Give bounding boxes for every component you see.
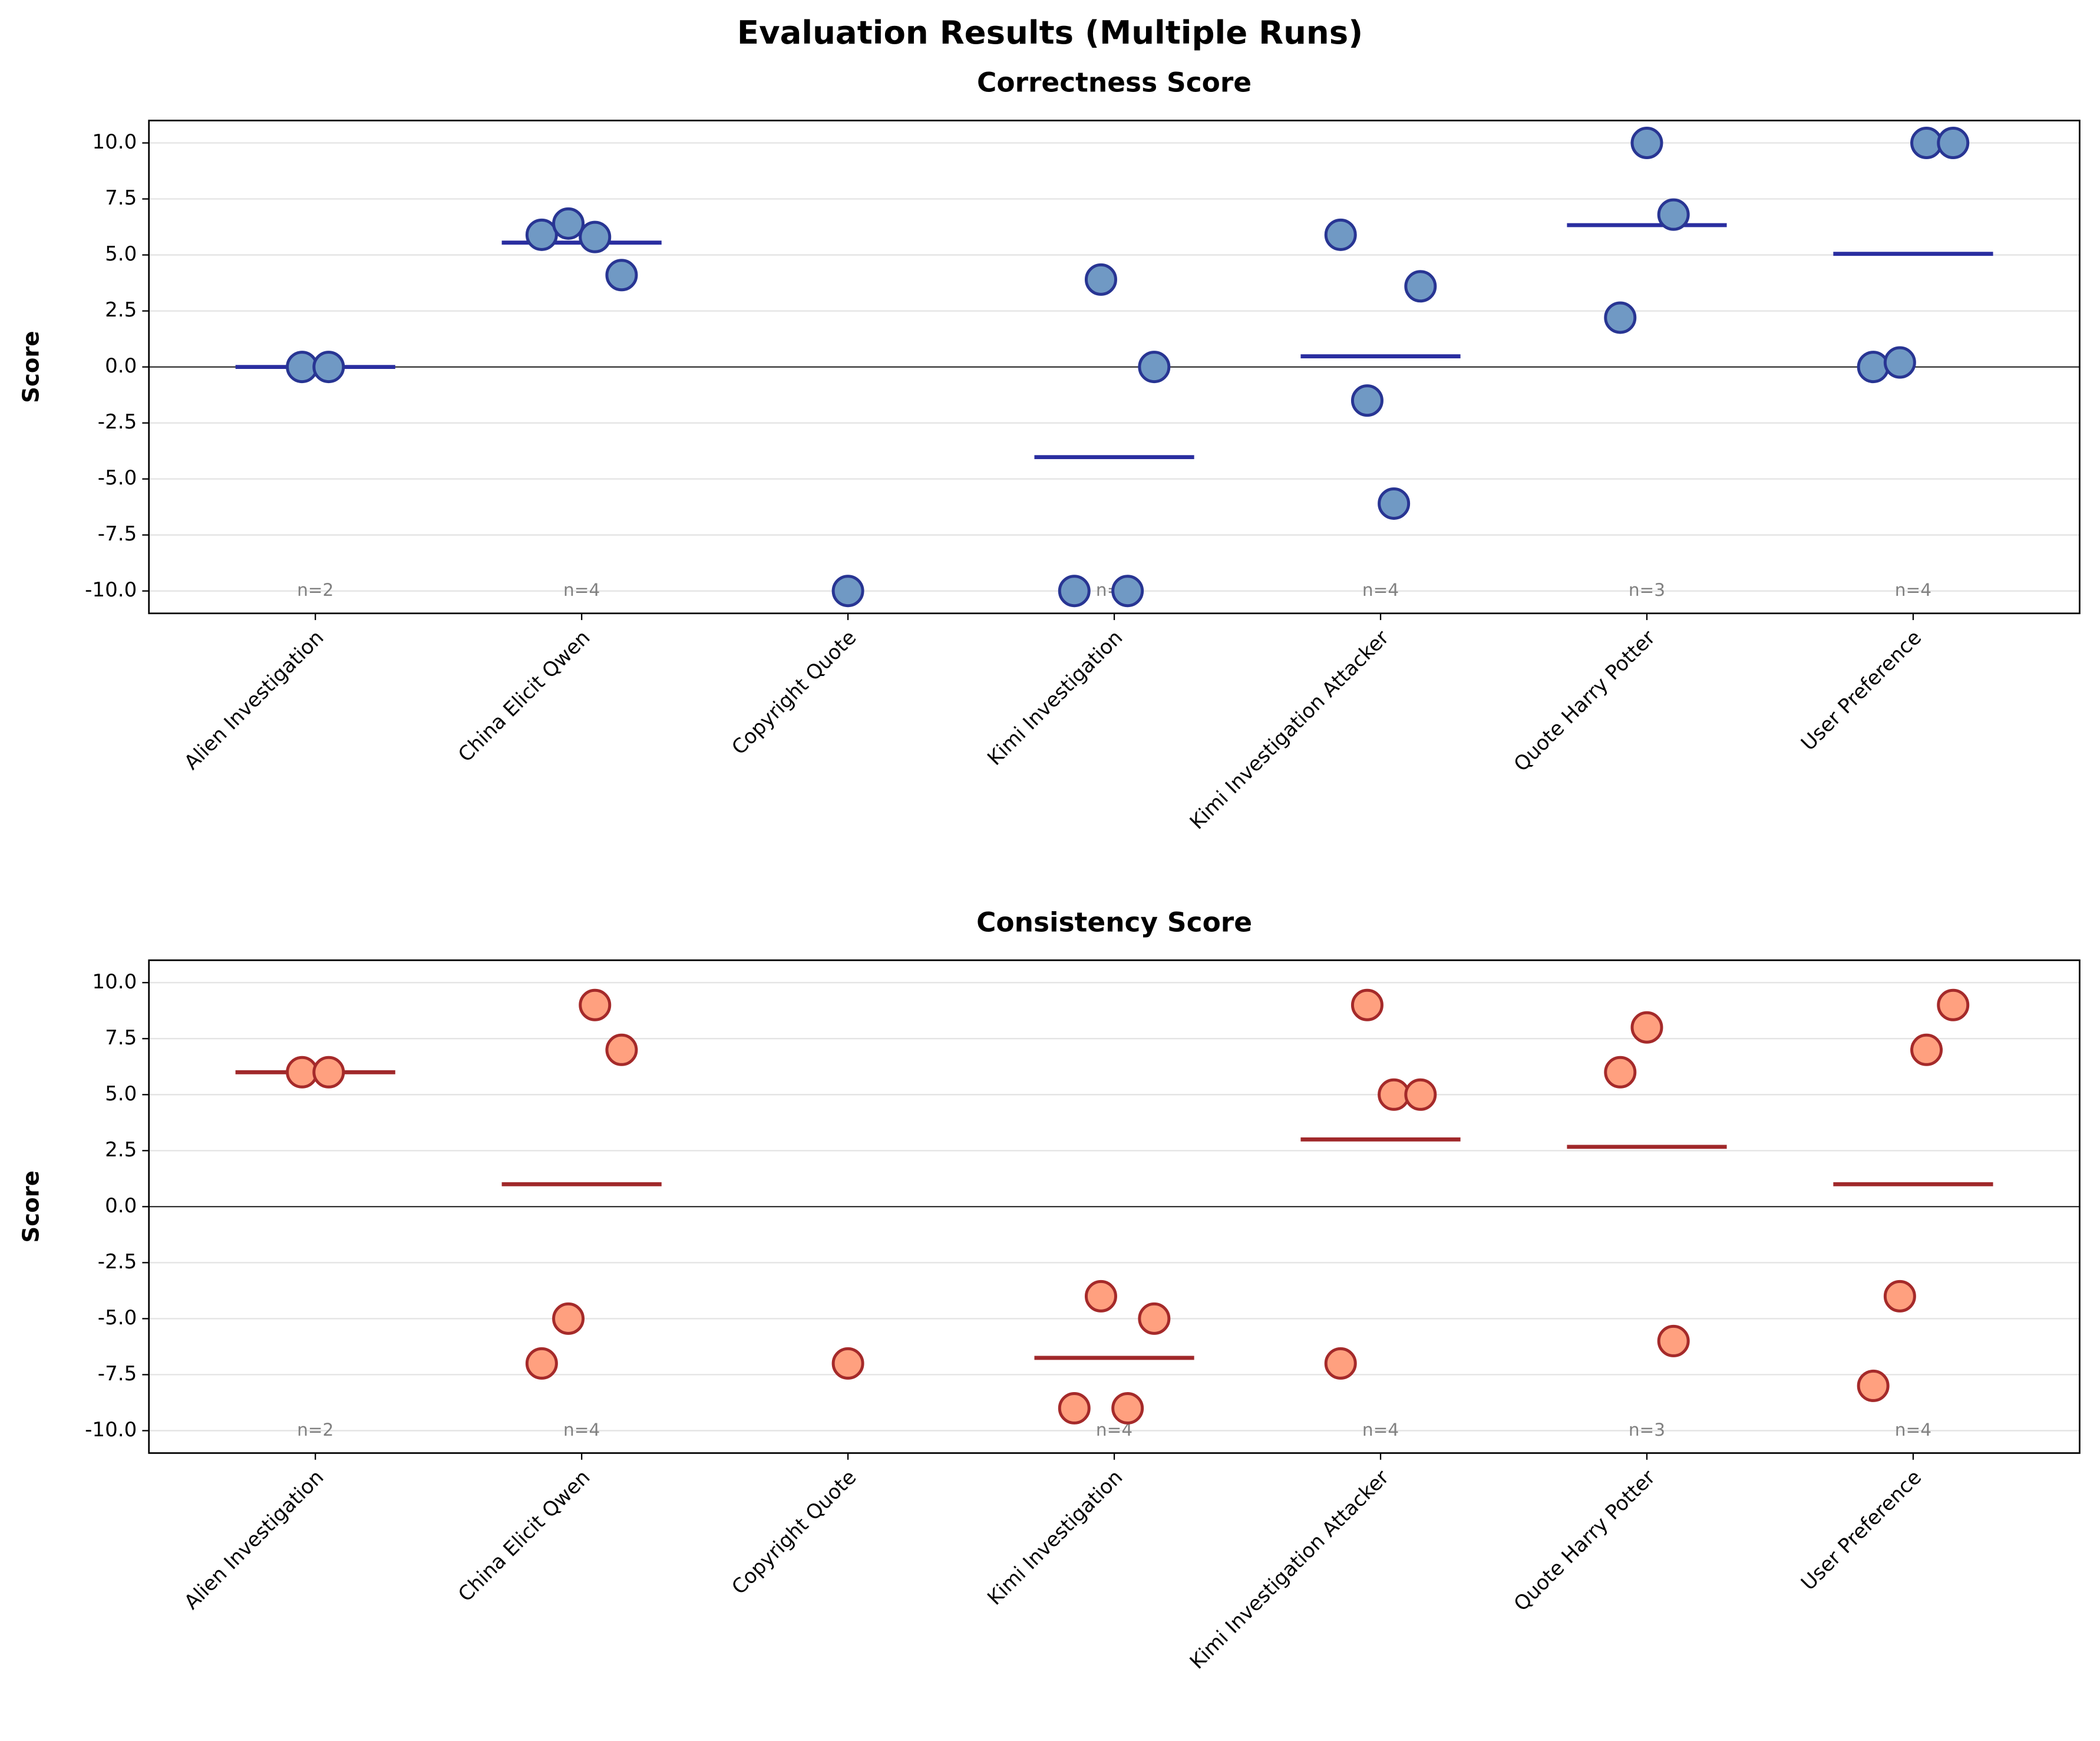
x-tick-label: Copyright Quote bbox=[727, 1466, 861, 1600]
x-tick-label: Alien Investigation bbox=[180, 1466, 328, 1614]
y-tick-label: 5.0 bbox=[105, 242, 137, 266]
x-tick-label: Quote Harry Potter bbox=[1510, 1465, 1660, 1616]
y-tick-label: -7.5 bbox=[98, 522, 137, 546]
data-point bbox=[1138, 1302, 1171, 1335]
data-point bbox=[1084, 1280, 1117, 1313]
data-point bbox=[831, 575, 864, 608]
y-tick-label: -10.0 bbox=[85, 1418, 137, 1442]
x-tick-label: User Preference bbox=[1797, 1466, 1926, 1595]
data-point bbox=[1404, 1078, 1437, 1111]
data-point bbox=[1604, 1056, 1637, 1089]
data-point bbox=[1883, 346, 1916, 379]
data-point bbox=[1378, 1078, 1411, 1111]
data-point bbox=[1404, 270, 1437, 303]
count-label: n=3 bbox=[1629, 580, 1665, 600]
count-label: n=2 bbox=[297, 1420, 334, 1440]
y-axis-label: Score bbox=[18, 331, 45, 403]
data-point bbox=[312, 1056, 345, 1089]
y-tick-label: 2.5 bbox=[105, 298, 137, 322]
data-point bbox=[1604, 301, 1637, 334]
data-point bbox=[552, 1302, 585, 1335]
data-point bbox=[605, 259, 638, 292]
data-point bbox=[1351, 988, 1384, 1021]
x-tick-label: Quote Harry Potter bbox=[1510, 625, 1660, 776]
y-axis-label: Score bbox=[18, 1170, 45, 1242]
count-label: n=4 bbox=[1895, 580, 1931, 600]
data-point bbox=[1084, 263, 1117, 296]
y-tick-label: -7.5 bbox=[98, 1362, 137, 1386]
axes-frame bbox=[148, 120, 2081, 615]
y-tick-label: 10.0 bbox=[92, 970, 137, 994]
count-label: n=4 bbox=[1362, 580, 1399, 600]
count-label: n=4 bbox=[1362, 1420, 1399, 1440]
x-tick-label: Kimi Investigation Attacker bbox=[1186, 1465, 1394, 1674]
data-point bbox=[579, 220, 612, 253]
data-point bbox=[831, 1347, 864, 1380]
data-point bbox=[1111, 575, 1144, 608]
x-tick-label: Kimi Investigation Attacker bbox=[1186, 625, 1394, 834]
data-point bbox=[286, 1056, 319, 1089]
data-point bbox=[525, 1347, 558, 1380]
count-label: n=4 bbox=[563, 1420, 600, 1440]
data-point bbox=[1937, 127, 1970, 160]
y-tick-label: -2.5 bbox=[98, 1250, 137, 1274]
data-point bbox=[312, 351, 345, 384]
count-label: n=4 bbox=[1895, 1420, 1931, 1440]
data-point bbox=[1657, 198, 1690, 231]
data-point bbox=[552, 207, 585, 240]
panel: Correctness Score Score -10.0 -7.5 -5.0 -2.5 0… bbox=[18, 67, 2081, 834]
data-point bbox=[525, 218, 558, 251]
x-tick-label: Alien Investigation bbox=[180, 626, 328, 774]
data-point bbox=[286, 351, 319, 384]
y-tick-label: -2.5 bbox=[98, 410, 137, 434]
data-point bbox=[1111, 1392, 1144, 1425]
y-tick-label: 0.0 bbox=[105, 1194, 137, 1218]
axes-frame bbox=[148, 959, 2081, 1454]
panel: Consistency Score Score -10.0 -7.5 -5.0 -2.5 0… bbox=[18, 906, 2081, 1674]
data-point bbox=[1351, 384, 1384, 417]
data-point bbox=[1138, 351, 1171, 384]
x-tick-label: Kimi Investigation bbox=[983, 1466, 1127, 1610]
data-point bbox=[1910, 127, 1943, 160]
y-tick-label: 5.0 bbox=[105, 1082, 137, 1106]
x-tick-label: China Elicit Qwen bbox=[454, 1466, 595, 1607]
count-label: n=4 bbox=[563, 580, 600, 600]
data-point bbox=[1058, 1392, 1091, 1425]
data-point bbox=[605, 1033, 638, 1066]
y-tick-label: 7.5 bbox=[105, 186, 137, 210]
data-point bbox=[1657, 1324, 1690, 1357]
data-point bbox=[1630, 127, 1663, 160]
chart-title: Correctness Score bbox=[977, 67, 1252, 98]
count-label: n=3 bbox=[1629, 1420, 1665, 1440]
y-tick-label: 0.0 bbox=[105, 354, 137, 378]
data-point bbox=[1937, 988, 1970, 1021]
y-tick-label: -5.0 bbox=[98, 1306, 137, 1330]
data-point bbox=[1630, 1011, 1663, 1044]
data-point bbox=[1324, 218, 1357, 251]
x-tick-label: Copyright Quote bbox=[727, 626, 861, 760]
data-point bbox=[1883, 1280, 1916, 1313]
data-point bbox=[1324, 1347, 1357, 1380]
x-tick-label: User Preference bbox=[1797, 626, 1926, 756]
data-point bbox=[1857, 1369, 1890, 1402]
y-tick-label: 7.5 bbox=[105, 1026, 137, 1050]
y-tick-label: -5.0 bbox=[98, 466, 137, 490]
figure-title: Evaluation Results (Multiple Runs) bbox=[737, 14, 1363, 51]
data-point bbox=[1058, 575, 1091, 608]
data-point bbox=[1857, 351, 1890, 384]
x-tick-label: China Elicit Qwen bbox=[454, 626, 595, 767]
chart-title: Consistency Score bbox=[976, 906, 1252, 938]
y-tick-label: -10.0 bbox=[85, 578, 137, 602]
y-tick-label: 10.0 bbox=[92, 130, 137, 154]
data-point bbox=[1378, 487, 1411, 520]
x-tick-label: Kimi Investigation bbox=[983, 626, 1127, 770]
data-point bbox=[1910, 1033, 1943, 1066]
data-point bbox=[579, 988, 612, 1021]
y-tick-label: 2.5 bbox=[105, 1138, 137, 1162]
count-label: n=2 bbox=[297, 580, 334, 600]
